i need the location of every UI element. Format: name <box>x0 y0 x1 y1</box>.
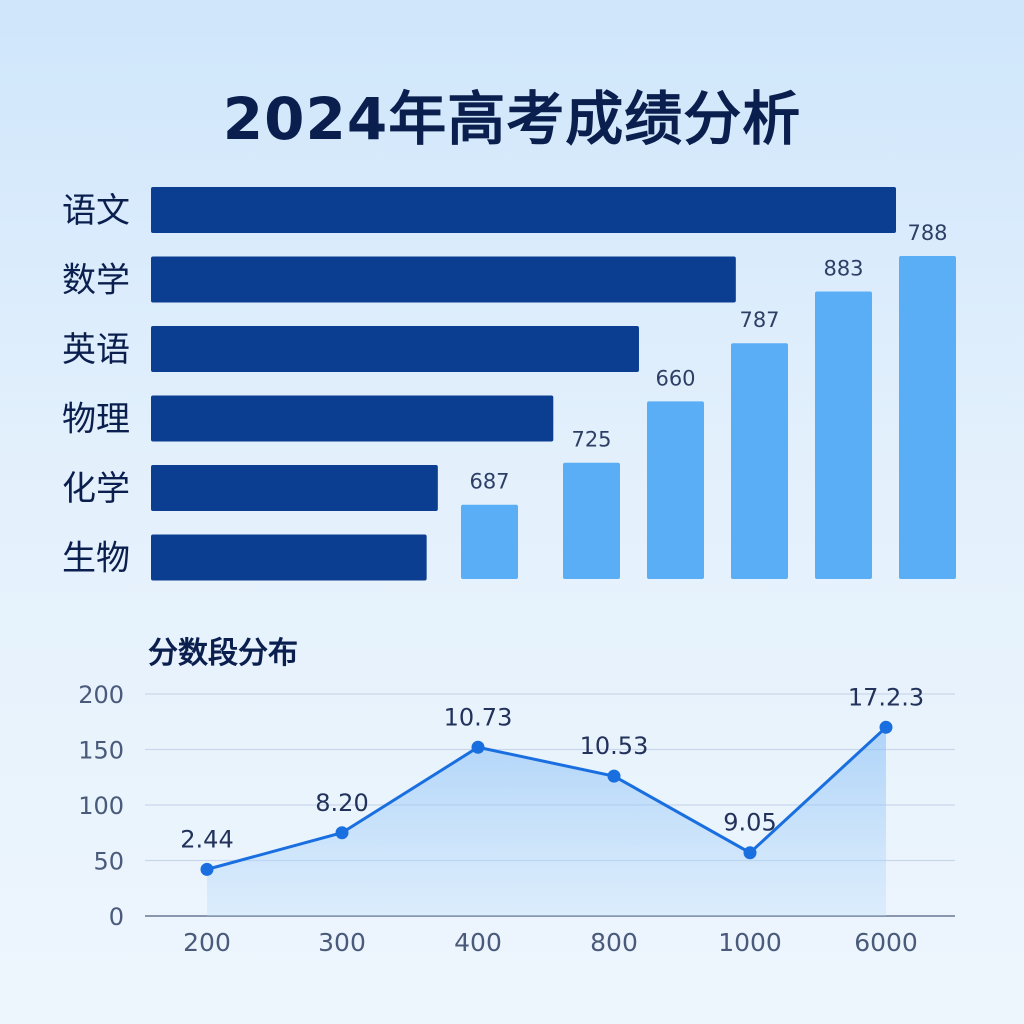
subject-label: 英语 <box>62 330 130 370</box>
score-label: 687 <box>469 470 509 494</box>
area-fill <box>207 727 886 916</box>
data-point <box>471 740 485 754</box>
score-bar <box>461 504 518 579</box>
data-label: 2.44 <box>180 825 233 853</box>
x-tick-label: 6000 <box>854 928 918 957</box>
subject-label: 物理 <box>62 400 130 440</box>
subject-bar <box>151 534 427 581</box>
y-tick-label: 50 <box>93 848 124 876</box>
score-label: 725 <box>571 428 611 452</box>
subject-label: 化学 <box>62 469 130 509</box>
data-point <box>607 769 621 783</box>
subject-bar <box>151 395 554 442</box>
score-label: 787 <box>739 308 779 332</box>
x-tick-label: 800 <box>590 928 638 957</box>
data-label: 8.20 <box>315 789 368 817</box>
data-point <box>743 846 757 860</box>
subject-label: 数学 <box>62 261 130 301</box>
subject-label: 生物 <box>62 539 130 579</box>
score-bar <box>815 291 872 579</box>
y-tick-label: 150 <box>78 737 124 765</box>
data-label: 9.05 <box>723 809 776 837</box>
distribution-title: 分数段分布 <box>148 636 298 671</box>
data-labels: 2.44 8.20 10.73 10.53 9.05 17.2.3 <box>180 683 924 853</box>
y-tick-label: 100 <box>78 792 124 820</box>
data-points <box>200 720 893 876</box>
subject-bar <box>151 326 639 372</box>
data-label: 17.2.3 <box>848 683 924 711</box>
score-bar <box>731 343 788 579</box>
data-point <box>879 720 893 734</box>
score-label: 660 <box>655 366 695 390</box>
y-tick-label: 200 <box>78 681 124 709</box>
score-bar <box>563 462 620 579</box>
series-line <box>206 726 888 871</box>
subject-label: 语文 <box>62 191 130 231</box>
subject-bar <box>151 187 896 233</box>
score-label: 788 <box>907 221 947 245</box>
x-tick-label: 1000 <box>718 928 782 957</box>
x-tick-label: 200 <box>183 928 231 957</box>
x-axis-ticks: 200 300 400 800 1000 6000 <box>183 928 918 957</box>
y-axis-ticks: 0 50 100 150 200 <box>78 681 124 931</box>
score-label: 883 <box>823 257 863 281</box>
subject-bar <box>151 256 736 303</box>
chart-title: 2024年高考成绩分析 <box>222 85 802 153</box>
data-point <box>200 862 214 876</box>
data-point <box>335 826 349 840</box>
score-bar <box>647 401 704 579</box>
score-bar <box>899 256 956 579</box>
subject-bar <box>151 465 438 511</box>
x-tick-label: 400 <box>454 928 502 957</box>
x-tick-label: 300 <box>318 928 366 957</box>
data-label: 10.73 <box>444 703 513 731</box>
y-tick-label: 0 <box>109 903 124 931</box>
score-bars: 687 725 660 787 883 788 <box>461 221 956 579</box>
data-label: 10.53 <box>580 732 649 760</box>
